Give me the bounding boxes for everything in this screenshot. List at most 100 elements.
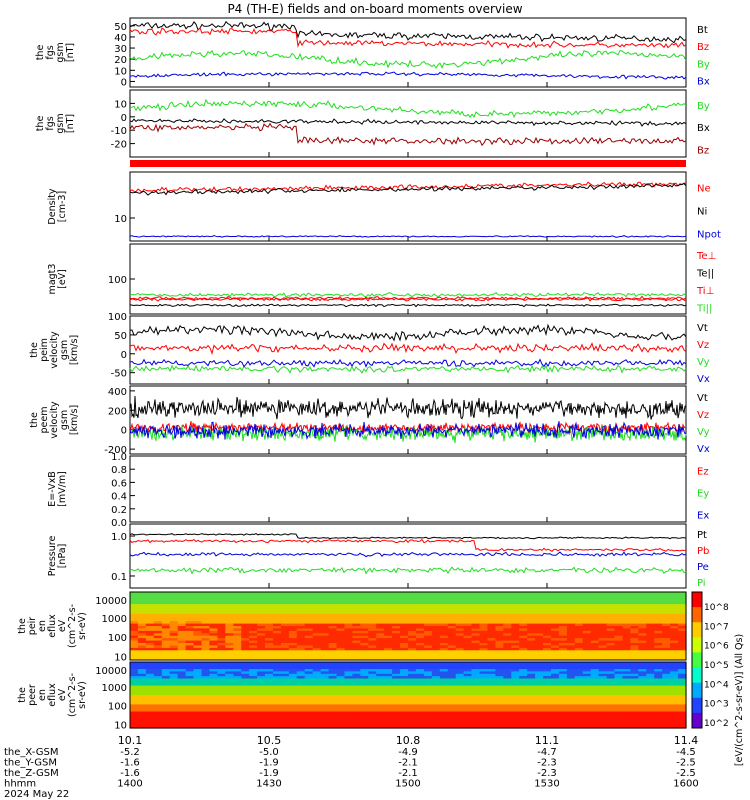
heatmap-cell <box>415 599 425 603</box>
x-row-value: -2.3 <box>537 758 557 769</box>
heatmap-cell <box>265 633 274 637</box>
heatmap-cell <box>463 676 473 680</box>
heatmap-cell <box>137 609 147 612</box>
heatmap-cell <box>646 716 655 720</box>
heatmap-cell <box>400 645 409 649</box>
heatmap-cell <box>201 635 210 639</box>
heatmap-cell <box>408 650 417 654</box>
heatmap-cell <box>169 647 179 651</box>
heatmap-cell <box>606 596 616 600</box>
heatmap-cell <box>312 702 322 706</box>
heatmap-cell <box>654 647 663 651</box>
heatmap-cell <box>368 655 377 659</box>
heatmap-cell <box>201 690 210 694</box>
heatmap-cell <box>527 628 536 632</box>
heatmap-cell <box>495 683 504 687</box>
heatmap-cell <box>423 664 433 668</box>
heatmap-cell <box>296 628 306 632</box>
heatmap-cell <box>630 628 639 632</box>
heatmap-cell <box>209 662 218 665</box>
heatmap-cell <box>304 613 314 617</box>
heatmap-cell <box>392 709 401 713</box>
heatmap-cell <box>201 697 210 701</box>
heatmap-cell <box>328 630 338 634</box>
heatmap-cell <box>670 592 679 595</box>
heatmap-cell <box>431 623 441 627</box>
heatmap-cell <box>384 718 393 722</box>
heatmap-cell <box>511 594 520 598</box>
heatmap-cell <box>249 609 258 612</box>
heatmap-cell <box>408 697 417 701</box>
heatmap-cell <box>566 678 576 682</box>
heatmap-cell <box>582 716 592 720</box>
heatmap-cell <box>233 671 242 675</box>
heatmap-cell <box>320 626 330 629</box>
heatmap-cell <box>622 683 631 687</box>
heatmap-cell <box>241 704 250 708</box>
heatmap-cell <box>352 638 361 642</box>
heatmap-cell <box>320 616 330 620</box>
heatmap-cell <box>265 621 274 625</box>
heatmap-cell <box>439 704 449 708</box>
heatmap-cell <box>360 673 369 677</box>
heatmap-cell <box>598 709 608 713</box>
heatmap-cell <box>233 716 242 720</box>
heatmap-cell <box>193 606 202 610</box>
heatmap-cell <box>368 683 377 687</box>
heatmap-cell <box>273 645 282 649</box>
heatmap-cell <box>447 697 457 701</box>
heatmap-cell <box>455 601 465 605</box>
heatmap-cell <box>249 664 258 668</box>
heatmap-cell <box>447 671 457 675</box>
heatmap-cell <box>392 611 401 615</box>
heatmap-cell <box>137 647 147 651</box>
heatmap-cell <box>654 611 663 615</box>
heatmap-cell <box>662 725 671 729</box>
heatmap-cell <box>185 628 195 632</box>
heatmap-cell <box>185 594 195 598</box>
heatmap-cell <box>566 596 576 600</box>
heatmap-cell <box>296 713 306 717</box>
heatmap-cell <box>423 606 433 610</box>
heatmap-cell <box>233 604 242 608</box>
heatmap-cell <box>288 650 298 654</box>
heatmap-cell <box>336 596 345 600</box>
heatmap-cell <box>265 678 274 682</box>
heatmap-cell <box>376 695 385 698</box>
legend-entry: Pb <box>697 546 709 557</box>
heatmap-cell <box>654 690 663 694</box>
heatmap-cell <box>646 709 655 713</box>
heatmap-cell <box>177 702 187 706</box>
heatmap-cell <box>511 713 520 717</box>
heatmap-cell <box>137 713 147 717</box>
heatmap-cell <box>606 657 616 661</box>
heatmap-cell <box>249 606 258 610</box>
heatmap-cell <box>153 687 163 691</box>
heatmap-cell <box>662 706 671 710</box>
heatmap-cell <box>130 678 139 682</box>
heatmap-cell <box>209 706 218 710</box>
heatmap-cell <box>169 664 179 668</box>
heatmap-cell <box>217 704 226 708</box>
heatmap-cell <box>288 704 298 708</box>
heatmap-cell <box>360 596 369 600</box>
heatmap-cell <box>678 594 687 598</box>
heatmap-cell <box>566 664 576 668</box>
heatmap-cell <box>257 692 266 696</box>
heatmap-cell <box>511 711 520 715</box>
x-tick-label: 11.4 <box>674 734 699 747</box>
heatmap-cell <box>479 628 488 632</box>
heatmap-cell <box>304 647 314 651</box>
colorbar-tick-label: 10^5 <box>704 661 729 671</box>
heatmap-cell <box>511 685 520 689</box>
heatmap-cell <box>376 599 385 603</box>
heatmap-cell <box>439 711 449 715</box>
heatmap-cell <box>415 664 425 668</box>
heatmap-cell <box>265 713 274 717</box>
heatmap-cell <box>415 695 425 698</box>
heatmap-cell <box>137 683 147 687</box>
heatmap-cell <box>384 613 393 617</box>
heatmap-cell <box>503 680 512 684</box>
heatmap-cell <box>161 683 171 687</box>
heatmap-cell <box>574 657 584 661</box>
